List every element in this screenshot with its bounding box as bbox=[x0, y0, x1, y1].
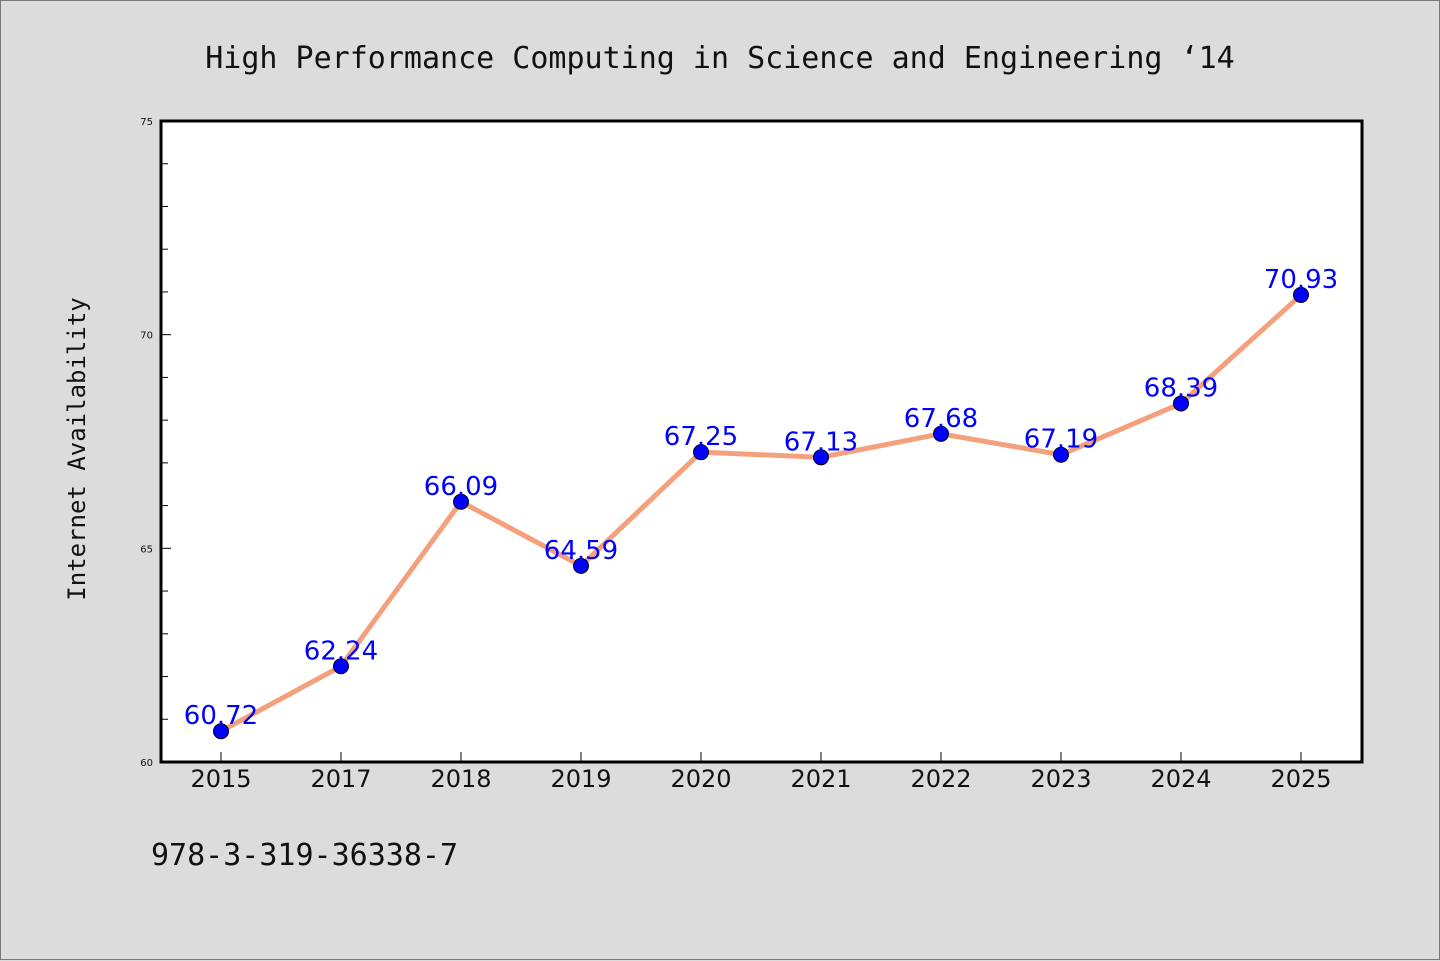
data-label: 62.24 bbox=[304, 636, 378, 666]
data-label: 60.72 bbox=[184, 701, 258, 731]
series-line bbox=[218, 292, 1304, 734]
plot-border bbox=[159, 119, 1364, 764]
data-labels: 60.72 62.24 66.09 64.59 67.25 67.13 67.68 67.19… bbox=[184, 265, 1338, 731]
y-tick-label: 70 bbox=[140, 331, 153, 342]
data-point-marker bbox=[1053, 446, 1069, 463]
data-point-marker bbox=[813, 449, 829, 466]
data-label: 64.59 bbox=[544, 536, 618, 566]
data-label: 67.13 bbox=[784, 427, 858, 457]
data-point-marker bbox=[453, 493, 469, 510]
data-point-marker bbox=[1293, 286, 1309, 303]
x-tick-label: 2024 bbox=[1150, 765, 1211, 793]
data-label: 68.39 bbox=[1144, 373, 1218, 403]
chart-title: High Performance Computing in Science an… bbox=[205, 41, 1235, 76]
x-tick-label: 2021 bbox=[790, 765, 851, 793]
x-tick-label: 2015 bbox=[190, 765, 251, 793]
x-tick-label: 2018 bbox=[430, 765, 491, 793]
x-tick-label: 2020 bbox=[670, 765, 731, 793]
x-tick-label: 2023 bbox=[1030, 765, 1091, 793]
data-label: 67.68 bbox=[904, 404, 978, 434]
x-tick-label: 2019 bbox=[550, 765, 611, 793]
data-point-marker bbox=[1173, 395, 1189, 412]
data-point-marker bbox=[333, 658, 349, 675]
data-label: 67.25 bbox=[664, 422, 738, 452]
plot-area bbox=[161, 121, 1362, 762]
isbn-footer: 978-3-319-36338-7 bbox=[151, 838, 458, 873]
data-point-marker bbox=[573, 557, 589, 574]
data-point-marker bbox=[213, 723, 229, 740]
y-tick-label: 60 bbox=[140, 758, 153, 769]
series-line-group bbox=[218, 292, 1304, 734]
x-tick-label: 2017 bbox=[310, 765, 371, 793]
x-tick-label: 2022 bbox=[910, 765, 971, 793]
data-point-marker bbox=[933, 425, 949, 442]
x-axis: 2015 2017 2018 2019 2020 2021 2022 2023 2024 2025 bbox=[190, 752, 1332, 793]
data-label: 70.93 bbox=[1264, 265, 1338, 295]
data-point-marker bbox=[693, 444, 709, 461]
data-markers bbox=[213, 286, 1309, 740]
data-label: 66.09 bbox=[424, 472, 498, 502]
y-tick-label: 75 bbox=[140, 117, 153, 128]
y-tick-label: 65 bbox=[140, 544, 153, 555]
y-axis-label: Internet Availability bbox=[63, 297, 91, 600]
data-label: 67.19 bbox=[1024, 425, 1098, 455]
x-tick-label: 2025 bbox=[1270, 765, 1331, 793]
